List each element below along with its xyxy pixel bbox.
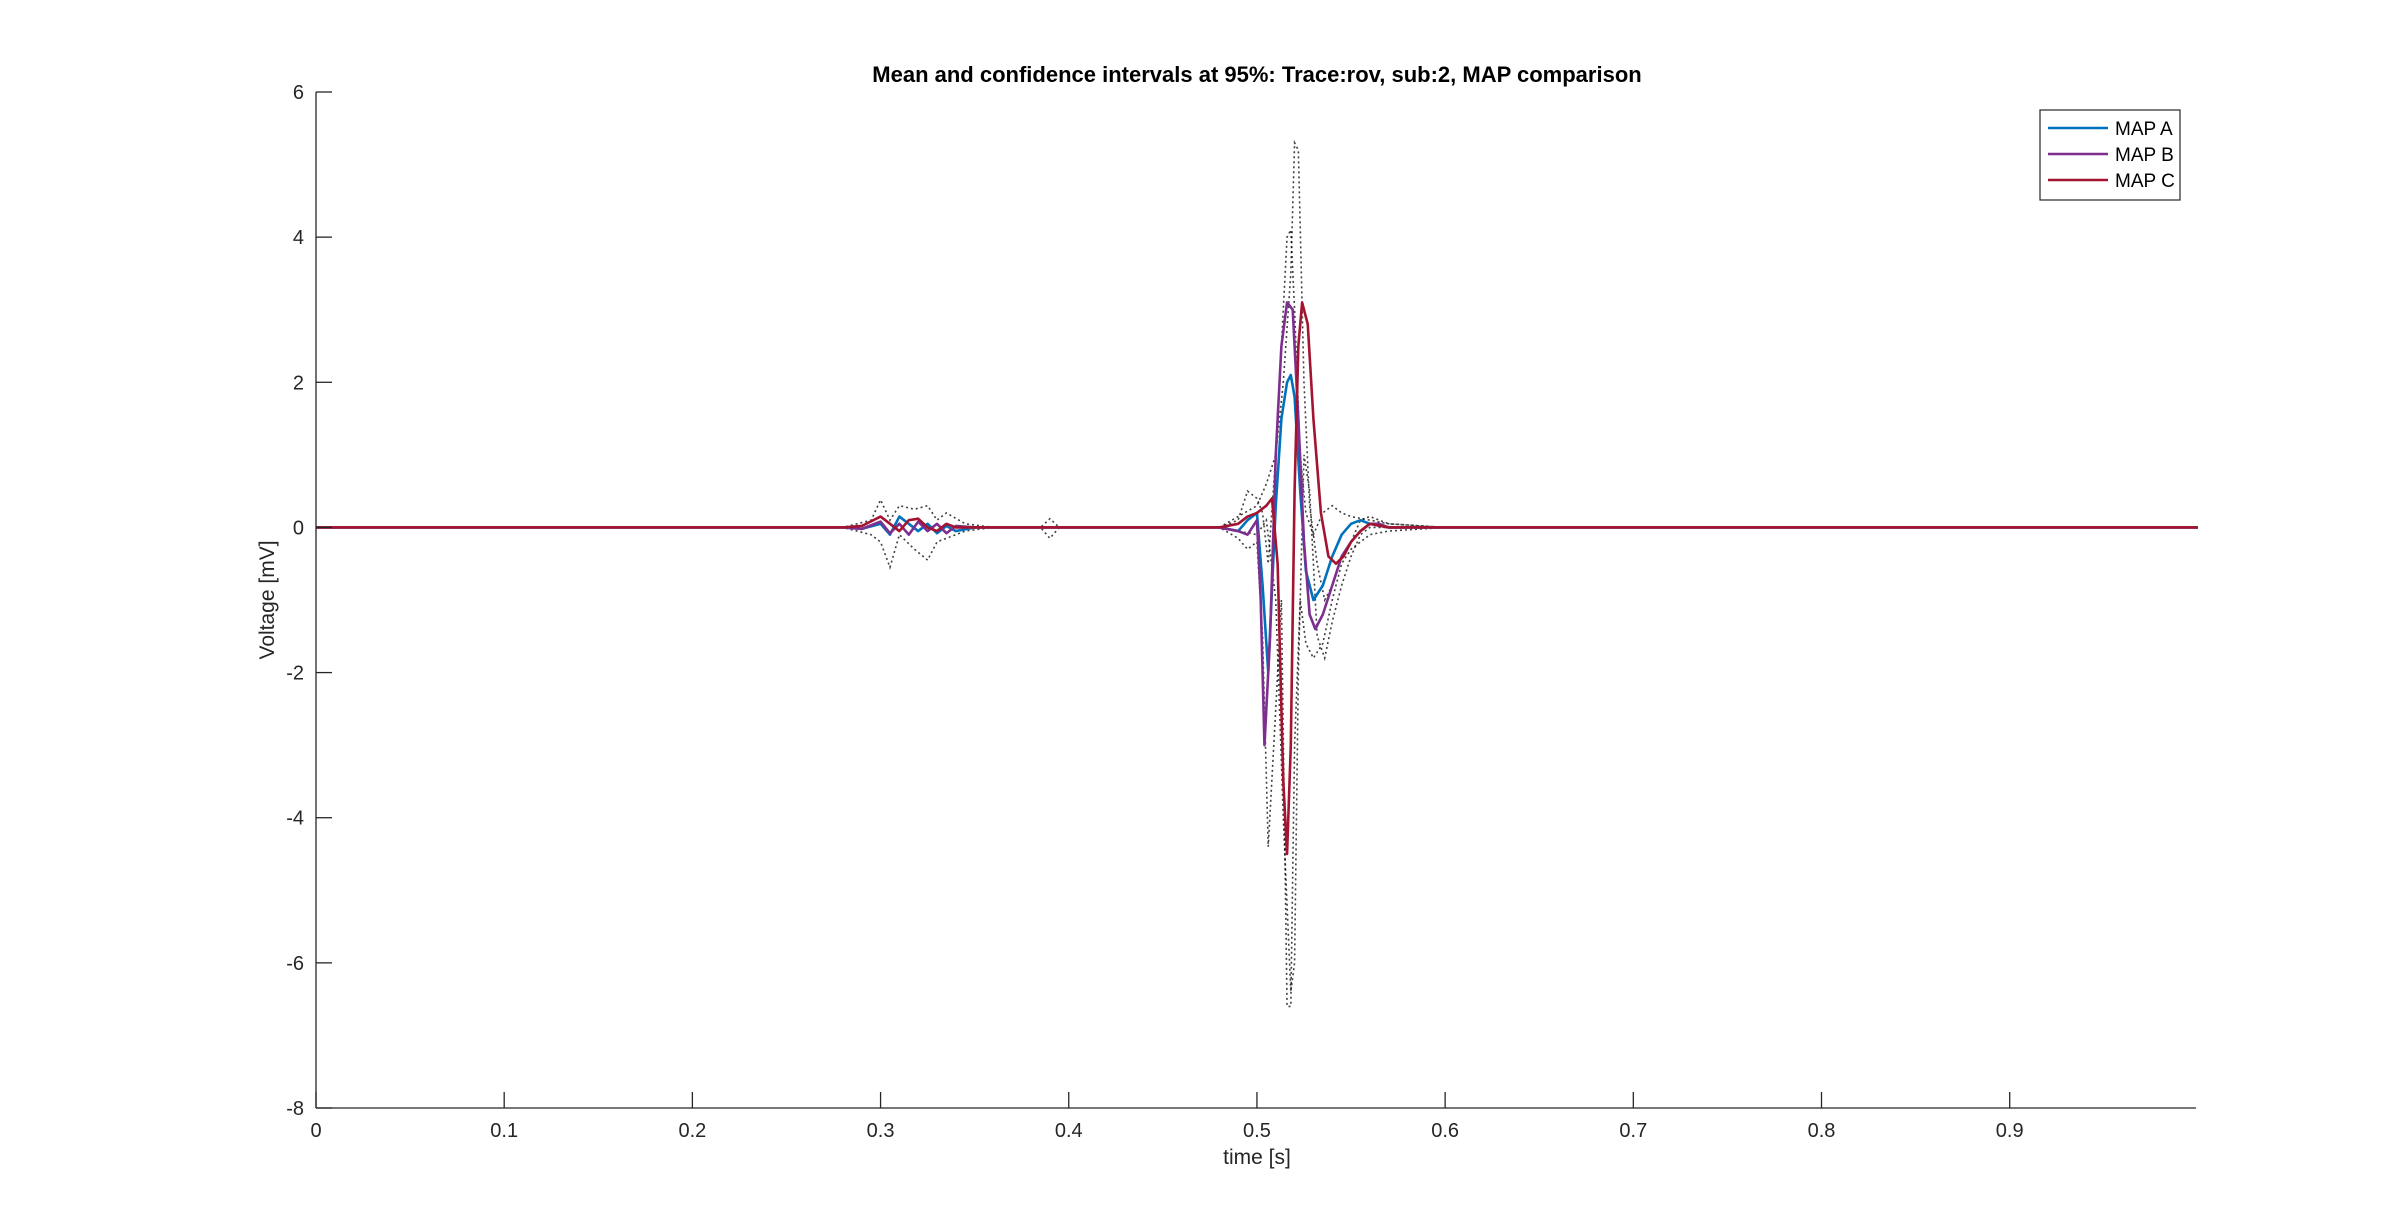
x-tick-label: 0 xyxy=(310,1120,321,1142)
y-tick-label: 0 xyxy=(293,517,304,539)
y-tick-label: 2 xyxy=(293,372,304,394)
confidence-bound-line-1 xyxy=(316,226,2198,564)
x-tick-label: 0.1 xyxy=(490,1120,518,1142)
y-tick-label: -2 xyxy=(286,663,304,685)
x-tick-label: 0.7 xyxy=(1619,1120,1647,1142)
y-tick-label: -6 xyxy=(286,953,304,975)
y-tick-label: 6 xyxy=(293,82,304,104)
y-tick-label: 4 xyxy=(293,227,304,249)
y-tick-label: -8 xyxy=(286,1098,304,1120)
confidence-bound-line-4 xyxy=(1219,454,1446,992)
x-tick-label: 0.3 xyxy=(867,1120,895,1142)
plot-area: 0 0.1 0.2 0.3 0.4 0.5 0.6 0.7 0.8 0.9 -8 -6 -4 -2 0 2 4 6 xyxy=(286,82,2198,1142)
series-line-map-a xyxy=(316,373,2198,674)
chart-title: Mean and confidence intervals at 95%: Tr… xyxy=(872,62,1641,87)
x-tick-label: 0.9 xyxy=(1996,1120,2024,1142)
legend-entry-label: MAP B xyxy=(2115,145,2174,166)
series-line-map-c xyxy=(316,301,2198,856)
x-tick-label: 0.5 xyxy=(1243,1120,1271,1142)
confidence-bound-line-2 xyxy=(316,526,2198,1008)
x-tick-label: 0.6 xyxy=(1431,1120,1459,1142)
legend-entry-label: MAP A xyxy=(2115,119,2173,140)
legend-entry-label: MAP C xyxy=(2115,171,2175,192)
x-tick-label: 0.2 xyxy=(678,1120,706,1142)
x-tick-label: 0.8 xyxy=(1808,1120,1836,1142)
y-axis-label: Voltage [mV] xyxy=(256,540,279,659)
y-tick-label: -4 xyxy=(286,808,304,830)
x-axis-label: time [s] xyxy=(1223,1146,1291,1169)
x-tick-label: 0.4 xyxy=(1055,1120,1083,1142)
legend: MAP A MAP B MAP C xyxy=(2039,109,2181,201)
